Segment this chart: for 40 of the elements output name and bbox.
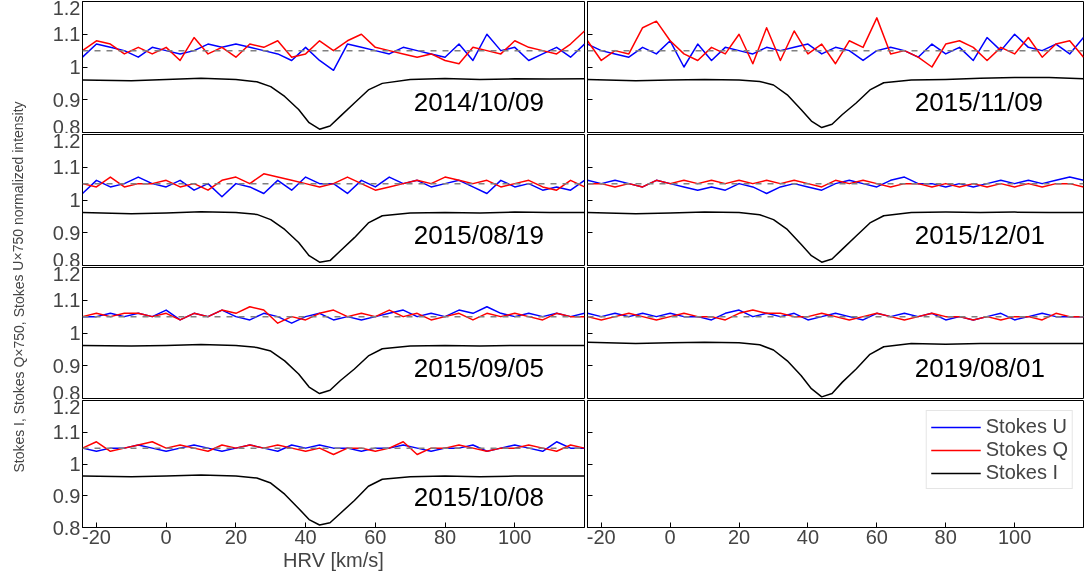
legend-label: Stokes I xyxy=(985,461,1058,484)
x-tick-label: 0 xyxy=(664,525,676,548)
x-tick-label: -20 xyxy=(586,525,616,548)
annotation: 2019/08/01 xyxy=(914,352,1045,383)
annotation: 2015/11/09 xyxy=(914,86,1044,117)
y-tick-label: 0.9 xyxy=(52,88,81,111)
annotation: 2015/12/01 xyxy=(914,219,1045,250)
x-tick-label: 100 xyxy=(498,525,532,548)
x-tick-label: -20 xyxy=(81,525,111,548)
annotation: 2015/09/05 xyxy=(413,352,544,383)
y-tick-label: 1 xyxy=(69,56,81,78)
y-tick-label: 1 xyxy=(69,189,81,211)
annotation: 2014/10/09 xyxy=(413,86,544,117)
y-tick-label: 0.9 xyxy=(52,484,81,507)
x-tick-label: 60 xyxy=(865,525,888,548)
y-tick-label: 0.8 xyxy=(52,516,81,539)
x-tick-label: 60 xyxy=(364,525,387,548)
y-tick-label: 0.9 xyxy=(52,354,81,377)
y-tick-label: 0.9 xyxy=(52,221,81,244)
y-tick-label: 1.1 xyxy=(52,421,81,444)
x-tick-label: 80 xyxy=(433,525,457,548)
x-tick-label: 20 xyxy=(727,525,751,548)
x-tick-label: 80 xyxy=(934,525,957,548)
y-tick-label: 1 xyxy=(69,453,81,475)
y-tick-label: 1.1 xyxy=(52,156,81,179)
x-tick-label: 40 xyxy=(796,525,820,548)
x-axis-title: HRV [km/s] xyxy=(283,548,384,571)
legend-label: Stokes U xyxy=(985,415,1067,438)
x-tick-label: 100 xyxy=(997,525,1032,548)
y-tick-label: 1.1 xyxy=(52,289,81,312)
annotation: 2015/08/19 xyxy=(413,219,544,250)
x-tick-label: 0 xyxy=(160,525,172,548)
y-tick-label: 1 xyxy=(69,322,81,344)
x-tick-label: 20 xyxy=(224,525,248,548)
x-tick-label: 40 xyxy=(294,525,317,548)
y-axis-title: Stokes I, Stokes Q×750, Stokes U×750 normalized intensity xyxy=(10,101,27,473)
annotation: 2015/10/08 xyxy=(413,482,544,513)
y-tick-label: 1.2 xyxy=(52,0,81,19)
legend-label: Stokes Q xyxy=(985,438,1068,461)
y-tick-label: 1.1 xyxy=(52,23,81,46)
